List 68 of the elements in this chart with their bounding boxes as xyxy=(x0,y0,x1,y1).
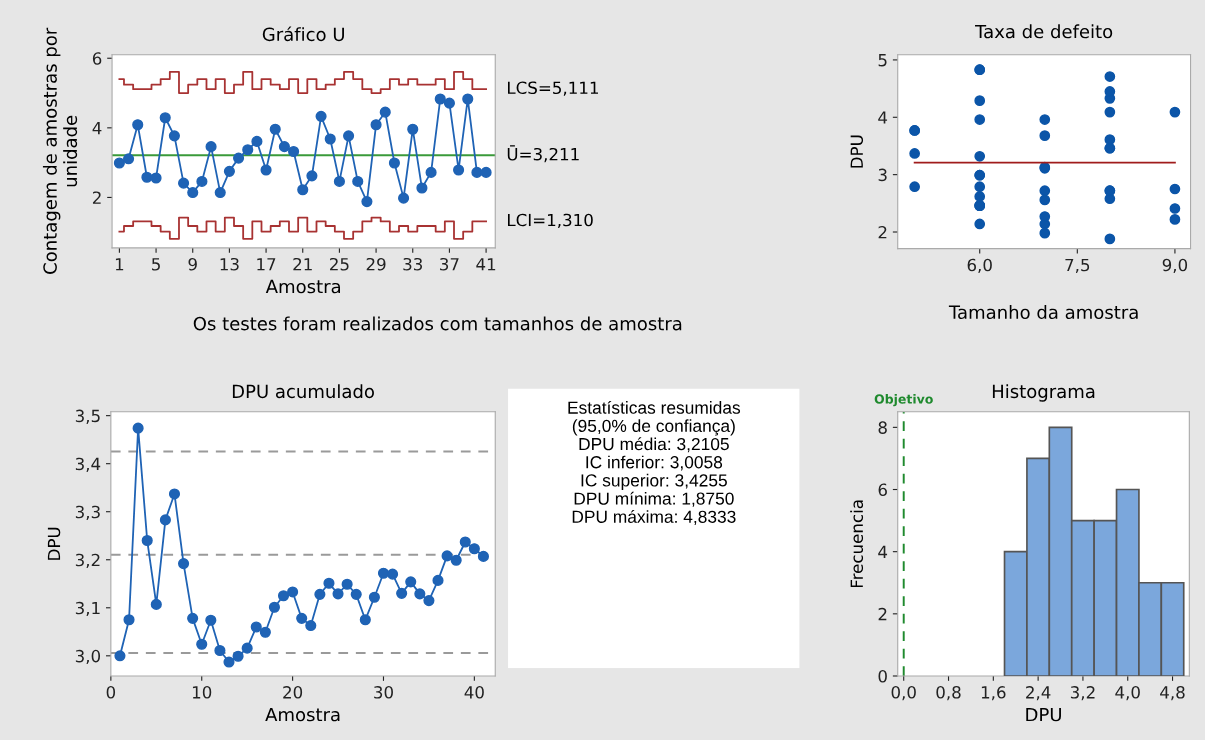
x-tick-label: 1,6 xyxy=(981,686,1006,701)
x-tick-label: 33 xyxy=(403,257,423,271)
text: IC superior: 3,4255 xyxy=(581,473,727,490)
y-tick-label: 4 xyxy=(878,111,888,124)
chart-title: DPU acumulado xyxy=(232,384,374,399)
x-tick-label: 4,8 xyxy=(1160,686,1185,701)
x-tick-label: 20 xyxy=(283,686,303,699)
text: DPU média: 3,2105 xyxy=(579,437,729,453)
x-tick-label: 5 xyxy=(152,258,160,271)
x-tick-label: 3,2 xyxy=(1070,686,1095,701)
y-tick-label: 5 xyxy=(878,54,887,67)
chart-title: Taxa de defeito xyxy=(975,24,1113,39)
series-label: LCI=1,310 xyxy=(508,213,593,228)
x-tick-label: 4,0 xyxy=(1115,686,1140,701)
text: DPU mínima: 1,8750 xyxy=(574,491,734,507)
x-axis-title: Amostra xyxy=(265,707,340,722)
y-tick-label: 0 xyxy=(878,669,887,683)
y-tick-label: 3,4 xyxy=(75,457,101,472)
x-axis-title: Tamanho da amostra xyxy=(948,305,1138,320)
x-tick-label: 1 xyxy=(115,258,124,271)
ref-line-label: Objetivo xyxy=(874,394,933,407)
text: DPU máxima: 4,8333 xyxy=(572,509,736,525)
y-tick-label: 6 xyxy=(92,52,102,65)
x-tick-label: 0,0 xyxy=(891,686,916,701)
y-tick-label: 3,0 xyxy=(75,649,101,665)
chart-title: Gráfico U xyxy=(262,26,344,42)
x-tick-label: 2,4 xyxy=(1026,686,1051,701)
x-axis-title: DPU xyxy=(1026,707,1061,722)
y-tick-label: 3 xyxy=(878,168,887,182)
y-tick-label: 4 xyxy=(92,122,102,135)
x-tick-label: 29 xyxy=(366,257,386,271)
y-tick-label: 2 xyxy=(878,607,887,621)
ref-line-label: Ū=3,211 xyxy=(507,145,579,163)
x-tick-label: 6,0 xyxy=(967,258,992,273)
x-tick-label: 9 xyxy=(188,257,197,271)
x-tick-label: 13 xyxy=(220,257,239,271)
text: Os testes foram realizados com tamanhos de amostra xyxy=(193,316,682,331)
x-tick-label: 40 xyxy=(464,686,484,699)
x-tick-label: 17 xyxy=(257,258,276,271)
y-tick-label: 6 xyxy=(878,483,887,497)
y-axis-title: DPU xyxy=(850,135,864,168)
text: IC inferior: 3,0058 xyxy=(586,455,723,471)
y-axis-title: DPU xyxy=(47,527,61,560)
y-tick-label: 8 xyxy=(878,421,887,434)
y-tick-label: 4 xyxy=(878,545,888,558)
x-tick-label: 37 xyxy=(440,257,459,271)
y-tick-label: 2 xyxy=(92,191,101,204)
x-tick-label: 21 xyxy=(293,257,312,271)
y-tick-label: 3,2 xyxy=(75,553,100,569)
x-tick-label: 25 xyxy=(330,257,349,271)
x-tick-label: 30 xyxy=(374,686,393,699)
y-tick-label: 3,3 xyxy=(75,505,100,520)
y-tick-label: 2 xyxy=(878,225,887,239)
series-label: LCS=5,111 xyxy=(508,81,599,96)
y-tick-label: 3,5 xyxy=(75,409,100,424)
x-tick-label: 0 xyxy=(106,686,116,699)
text: Estatísticas resumidas xyxy=(568,400,741,414)
text: (95,0% de confiança) xyxy=(572,419,735,436)
chart-title: Histograma xyxy=(992,384,1095,402)
x-axis-title: Amostra xyxy=(265,279,340,294)
x-tick-label: 41 xyxy=(476,258,496,271)
x-tick-label: 10 xyxy=(192,686,212,699)
y-tick-label: 3,1 xyxy=(75,601,100,617)
y-axis-title: Contagem de amostras por unidade xyxy=(42,27,78,274)
x-tick-label: 7,5 xyxy=(1065,258,1090,273)
x-tick-label: 9,0 xyxy=(1162,258,1188,273)
y-axis-title: Frecuencia xyxy=(850,500,864,588)
x-tick-label: 0,8 xyxy=(936,686,961,701)
